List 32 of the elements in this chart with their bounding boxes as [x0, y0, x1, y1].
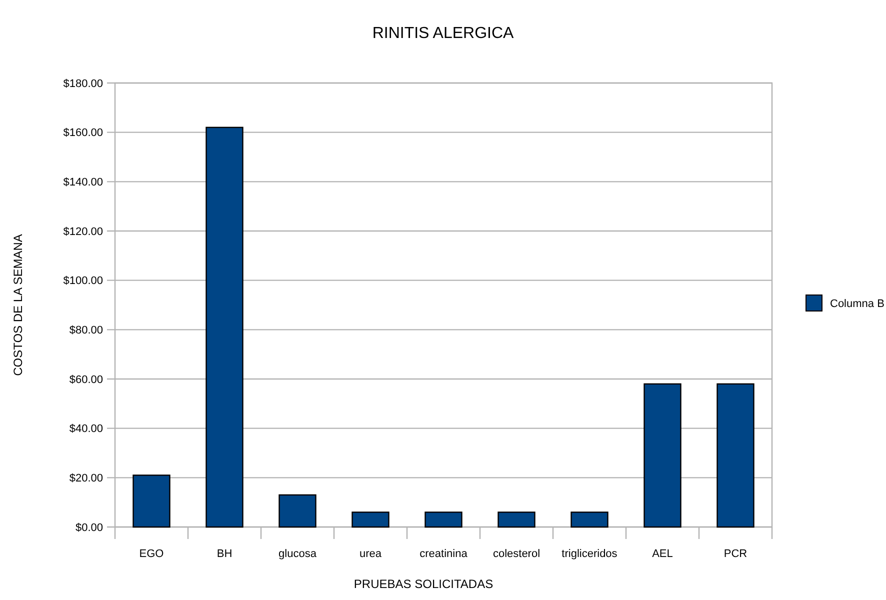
y-tick-label: $140.00 — [63, 176, 103, 189]
chart-title: RINITIS ALERGICA — [372, 25, 514, 42]
bar — [716, 383, 754, 528]
bar — [424, 512, 462, 528]
y-tick-label: $80.00 — [69, 324, 103, 337]
legend-label: Columna B — [830, 298, 884, 310]
y-tick-label: $60.00 — [69, 374, 103, 386]
bar — [352, 512, 390, 528]
y-tick-label: $120.00 — [63, 226, 103, 238]
y-tick-label: $160.00 — [63, 127, 103, 140]
x-tick-label: EGO — [139, 548, 164, 560]
x-tick-label: colesterol — [492, 548, 540, 560]
bar — [570, 512, 608, 528]
y-tick-label: $20.00 — [69, 472, 103, 485]
bar — [206, 126, 244, 528]
x-tick-label: creatinina — [420, 548, 468, 560]
y-axis-title: COSTOS DE LA SEMANA — [11, 234, 25, 376]
x-tick-label: BH — [216, 548, 232, 560]
x-tick-label: trigliceridos — [562, 548, 618, 560]
y-tick-label: $180.00 — [63, 78, 103, 90]
bar — [498, 512, 536, 528]
bar — [132, 474, 170, 528]
bar — [278, 494, 316, 528]
bar — [644, 383, 682, 528]
y-tick-label: $0.00 — [75, 522, 103, 534]
y-tick-label: $40.00 — [69, 423, 103, 436]
x-tick-label: glucosa — [278, 548, 318, 560]
x-tick-label: PCR — [724, 548, 748, 560]
x-axis-title: PRUEBAS SOLICITADAS — [354, 577, 494, 591]
x-tick-label: AEL — [652, 548, 673, 560]
y-tick-label: $100.00 — [63, 275, 103, 288]
x-tick-label: urea — [359, 548, 382, 560]
